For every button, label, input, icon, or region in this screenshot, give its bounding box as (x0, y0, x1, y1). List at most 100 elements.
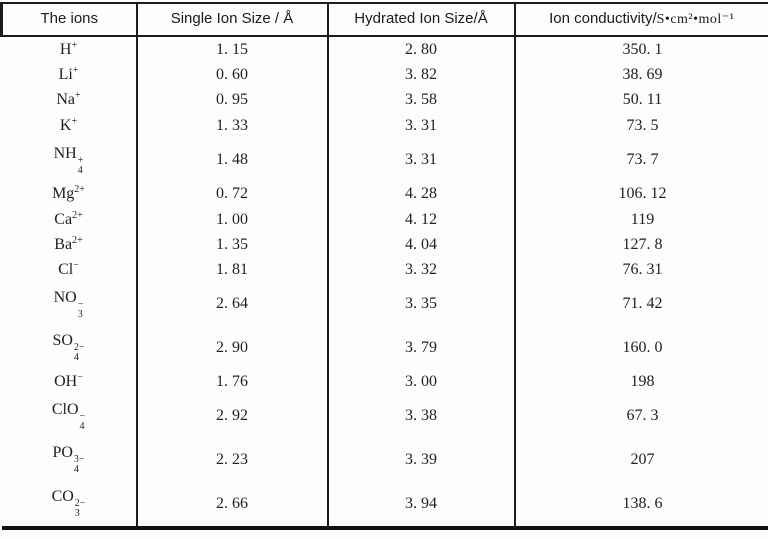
ion-script-stack: 3− 4 (73, 454, 85, 476)
single-ion-size-cell: 0. 60 (135, 62, 329, 88)
ion-formula-cell: K+ (1, 113, 138, 139)
hydrated-ion-size-cell: 4. 12 (326, 206, 516, 233)
ion-conductivity-cell: 160. 0 (513, 326, 768, 370)
hydrated-ion-size-cell: 3. 39 (326, 438, 516, 482)
ion-formula-cell: SO 2− 4 (1, 326, 138, 370)
ion-superscript: + (71, 39, 78, 51)
table-row: Ca2+ 1. 00 4. 12 119 (1, 206, 768, 233)
ion-superscript: 2+ (74, 184, 85, 196)
header-single-ion-size: Single Ion Size / Å (135, 3, 329, 37)
ion-formula: NH +4 (53, 144, 84, 176)
table-row: Cl− 1. 81 3. 32 76. 31 (1, 257, 768, 283)
single-ion-size-cell: 2. 66 (135, 481, 329, 528)
ion-formula-cell: ClO −4 (1, 394, 138, 439)
table-row: Ba2+ 1. 35 4. 04 127. 8 (1, 232, 768, 258)
ion-conductivity-cell: 138. 6 (513, 481, 768, 528)
ion-formula-cell: Li+ (1, 62, 138, 88)
ion-script-stack: −3 (77, 298, 84, 320)
table-row: Mg2+ 0. 72 4. 28 106. 12 (1, 181, 768, 207)
single-ion-size-cell: 0. 72 (135, 181, 329, 207)
ion-conductivity-cell: 198 (513, 369, 768, 395)
hydrated-ion-size-cell: 4. 28 (326, 181, 516, 207)
ion-conductivity-cell: 73. 5 (513, 113, 768, 139)
hydrated-ion-size-cell: 3. 58 (326, 87, 516, 114)
ion-formula-cell: OH− (1, 369, 138, 395)
single-ion-size-cell: 1. 00 (135, 206, 329, 233)
header-row: The ions Single Ion Size / Å Hydrated Io… (0, 3, 768, 37)
ion-formula: CO 2− 3 (51, 488, 86, 520)
ion-formula: OH− (54, 372, 83, 391)
ion-formula: Ca2+ (54, 209, 83, 228)
ion-properties-table: The ions Single Ion Size / Å Hydrated Io… (0, 2, 768, 530)
table-row: NO −3 2. 64 3. 35 71. 42 (1, 282, 768, 327)
hydrated-ion-size-cell: 3. 32 (326, 257, 516, 283)
single-ion-size-cell: 1. 76 (135, 369, 329, 395)
ion-formula-cell: NO −3 (1, 282, 138, 327)
ion-conductivity-cell: 207 (513, 438, 768, 482)
ion-superscript: − (73, 259, 79, 271)
hydrated-ion-size-cell: 3. 38 (326, 394, 516, 439)
ion-superscript: 2+ (72, 234, 83, 246)
table-row: SO 2− 4 2. 90 3. 79 160. 0 (1, 326, 768, 370)
ion-formula-cell: PO 3− 4 (1, 438, 138, 482)
header-the-ions: The ions (0, 3, 138, 37)
hydrated-ion-size-cell: 3. 35 (326, 282, 516, 327)
table-row: Na+ 0. 95 3. 58 50. 11 (1, 87, 768, 114)
ion-formula: NO −3 (53, 288, 84, 320)
header-hydrated-ion-size: Hydrated Ion Size/Å (326, 3, 516, 37)
hydrated-ion-size-cell: 2. 80 (326, 36, 516, 63)
ion-formula-cell: Cl− (1, 257, 138, 283)
ion-conductivity-unit: S•cm²•mol⁻¹ (656, 11, 735, 27)
ion-conductivity-cell: 67. 3 (513, 394, 768, 439)
single-ion-size-cell: 1. 33 (135, 113, 329, 139)
table-row: H+ 1. 15 2. 80 350. 1 (1, 36, 768, 63)
single-ion-size-cell: 1. 15 (135, 36, 329, 63)
ion-conductivity-cell: 73. 7 (513, 138, 768, 182)
hydrated-ion-size-cell: 3. 79 (326, 326, 516, 370)
ion-formula: K+ (59, 115, 78, 134)
table-row: NH +4 1. 48 3. 31 73. 7 (1, 138, 768, 182)
table-row: ClO −4 2. 92 3. 38 67. 3 (1, 394, 768, 439)
ion-formula: ClO −4 (51, 400, 86, 432)
ion-conductivity-cell: 50. 11 (513, 87, 768, 114)
single-ion-size-cell: 2. 23 (135, 438, 329, 482)
single-ion-size-cell: 2. 92 (135, 394, 329, 439)
ion-formula-cell: Mg2+ (1, 181, 138, 207)
single-ion-size-cell: 1. 48 (135, 138, 329, 182)
ion-superscript: 2+ (72, 209, 83, 221)
table-row: K+ 1. 33 3. 31 73. 5 (1, 113, 768, 139)
hydrated-ion-size-cell: 3. 31 (326, 138, 516, 182)
single-ion-size-cell: 1. 81 (135, 257, 329, 283)
ion-conductivity-cell: 106. 12 (513, 181, 768, 207)
single-ion-size-cell: 2. 90 (135, 326, 329, 370)
ion-conductivity-cell: 76. 31 (513, 257, 768, 283)
ion-script-stack: 2− 3 (74, 498, 86, 520)
hydrated-ion-size-cell: 3. 94 (326, 481, 516, 528)
ion-formula-cell: Na+ (1, 87, 138, 114)
ion-superscript: − (77, 372, 83, 384)
ion-formula-cell: Ca2+ (1, 206, 138, 233)
table-header: The ions Single Ion Size / Å Hydrated Io… (0, 3, 768, 37)
table-row: Li+ 0. 60 3. 82 38. 69 (1, 62, 768, 88)
ion-conductivity-label: Ion conductivity/ (549, 9, 657, 27)
ion-formula: Mg2+ (52, 184, 85, 203)
ion-formula: Ba2+ (54, 234, 83, 253)
ion-formula: Li+ (58, 65, 79, 84)
hydrated-ion-size-cell: 3. 31 (326, 113, 516, 139)
ion-superscript: + (71, 115, 78, 127)
ion-conductivity-cell: 119 (513, 206, 768, 233)
single-ion-size-cell: 1. 35 (135, 232, 329, 258)
hydrated-ion-size-cell: 3. 00 (326, 369, 516, 395)
hydrated-ion-size-cell: 3. 82 (326, 62, 516, 88)
ion-superscript: + (72, 65, 79, 77)
single-ion-size-cell: 2. 64 (135, 282, 329, 327)
table-row: CO 2− 3 2. 66 3. 94 138. 6 (1, 481, 768, 528)
table-row: PO 3− 4 2. 23 3. 39 207 (1, 438, 768, 482)
ion-script-stack: +4 (77, 154, 84, 176)
ion-formula: Na+ (56, 90, 81, 109)
ion-formula: SO 2− 4 (52, 332, 85, 364)
header-ion-conductivity: Ion conductivity/S•cm²•mol⁻¹ (513, 3, 768, 37)
ion-formula-cell: H+ (1, 36, 138, 63)
ion-formula: H+ (59, 39, 78, 58)
